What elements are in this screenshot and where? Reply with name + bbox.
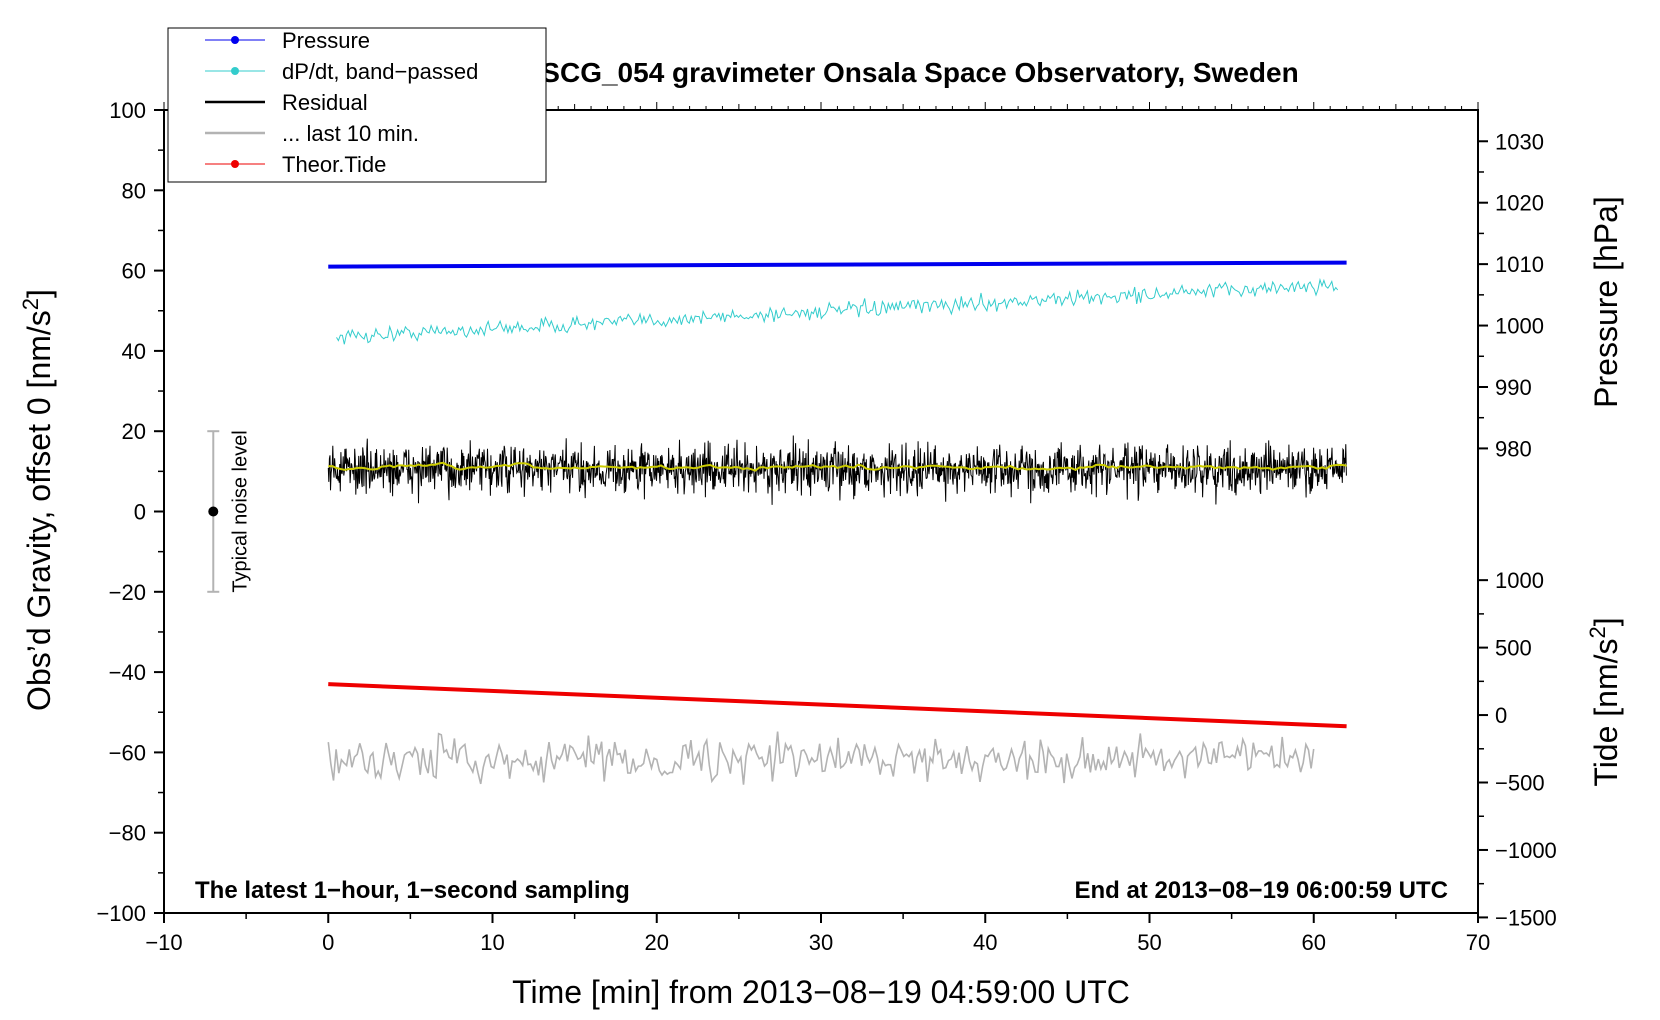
plot-data-layer: [327, 260, 1347, 785]
x-tick-label: 30: [809, 930, 833, 955]
y-axis-label-tide-text: Tide [nm/s: [1588, 638, 1624, 786]
y-left-tick-label: 60: [122, 259, 146, 284]
series-tide-line: [328, 682, 1347, 729]
x-tick-label: 10: [480, 930, 504, 955]
y-left-tick-label: 0: [134, 500, 146, 525]
y-axis-label-tide-sup: 2: [1585, 626, 1610, 638]
legend-box: [167, 27, 547, 183]
x-axis-label: Time [min] from 2013−08−19 04:59:00 UTC: [512, 974, 1130, 1010]
y-axis-label-left-text: Obs’d Gravity, offset 0 [nm/s: [21, 310, 57, 711]
tide-tick-label: 1000: [1495, 568, 1544, 593]
y-axis-label-left-sup: 2: [18, 298, 43, 310]
series-residual-smoothed-line: [328, 461, 1347, 472]
noise-bar-center-dot: [208, 506, 219, 517]
pressure-tick-label: 1010: [1495, 252, 1544, 277]
legend-tide-marker: [231, 160, 239, 168]
x-tick-label: 70: [1466, 930, 1490, 955]
y-left-tick-label: −80: [109, 821, 146, 846]
tide-tick-label: −1000: [1495, 838, 1557, 863]
axes-layer: −10 0 10 20 30 40 50 60 70100806040200−20−40−60−…: [96, 98, 1556, 955]
y-axis-label-left: Obs’d Gravity, offset 0 [nm/s2]: [18, 289, 57, 711]
tide-tick-label: 500: [1495, 636, 1532, 661]
legend-dpdt-label: dP/dt, band−passed: [282, 59, 478, 84]
legend-residual-label: Residual: [282, 90, 368, 115]
x-tick-label: 60: [1302, 930, 1326, 955]
legend-pressure-marker: [231, 36, 239, 44]
pressure-tick-label: 1000: [1495, 314, 1544, 339]
pressure-tick-label: 1020: [1495, 191, 1544, 216]
y-left-tick-label: 100: [109, 98, 146, 123]
pressure-tick-label: 990: [1495, 375, 1532, 400]
y-left-tick-label: −60: [109, 740, 146, 765]
annotation-left: The latest 1−hour, 1−second sampling: [195, 877, 630, 904]
tide-tick-label: −500: [1495, 771, 1545, 796]
pressure-tick-label: 1030: [1495, 129, 1544, 154]
annotation-right: End at 2013−08−19 06:00:59 UTC: [1074, 877, 1448, 904]
x-tick-label: 20: [645, 930, 669, 955]
pressure-tick-label: 980: [1495, 436, 1532, 461]
plot-frame: [163, 109, 1479, 914]
series-residual-line: [327, 435, 1347, 505]
legend-pressure-label: Pressure: [282, 28, 370, 53]
legend: Pressure dP/dt, band−passed Residual ...…: [167, 27, 547, 183]
series-pressure-line: [328, 260, 1347, 269]
y-left-tick-label: −40: [109, 660, 146, 685]
tide-tick-label: −1500: [1495, 905, 1557, 930]
series-dpdt-line: [336, 277, 1339, 345]
y-left-tick-label: 40: [122, 339, 146, 364]
y-axis-label-tide: Tide [nm/s2]: [1585, 617, 1624, 786]
chart-title: SCG_054 gravimeter Onsala Space Observat…: [541, 57, 1298, 88]
legend-dpdt-marker: [231, 67, 239, 75]
series-last10-line: [327, 731, 1315, 785]
x-tick-label: 0: [322, 930, 334, 955]
y-left-tick-label: 80: [122, 178, 146, 203]
x-tick-label: 40: [973, 930, 997, 955]
y-left-tick-label: −100: [96, 901, 146, 926]
x-tick-label: 50: [1137, 930, 1161, 955]
y-axis-label-tide-end: ]: [1588, 617, 1624, 626]
y-axis-label-left-end: ]: [21, 289, 57, 298]
y-left-tick-label: 20: [122, 419, 146, 444]
y-left-tick-label: −20: [109, 580, 146, 605]
y-axis-label-pressure: Pressure [hPa]: [1588, 196, 1624, 408]
legend-last10-label: ... last 10 min.: [282, 121, 419, 146]
tide-tick-label: 0: [1495, 703, 1507, 728]
legend-tide-label: Theor.Tide: [282, 152, 386, 177]
x-tick-label: −10: [145, 930, 182, 955]
noise-level-label: Typical noise level: [229, 430, 251, 592]
noise-level-indicator: Typical noise level: [207, 430, 251, 593]
